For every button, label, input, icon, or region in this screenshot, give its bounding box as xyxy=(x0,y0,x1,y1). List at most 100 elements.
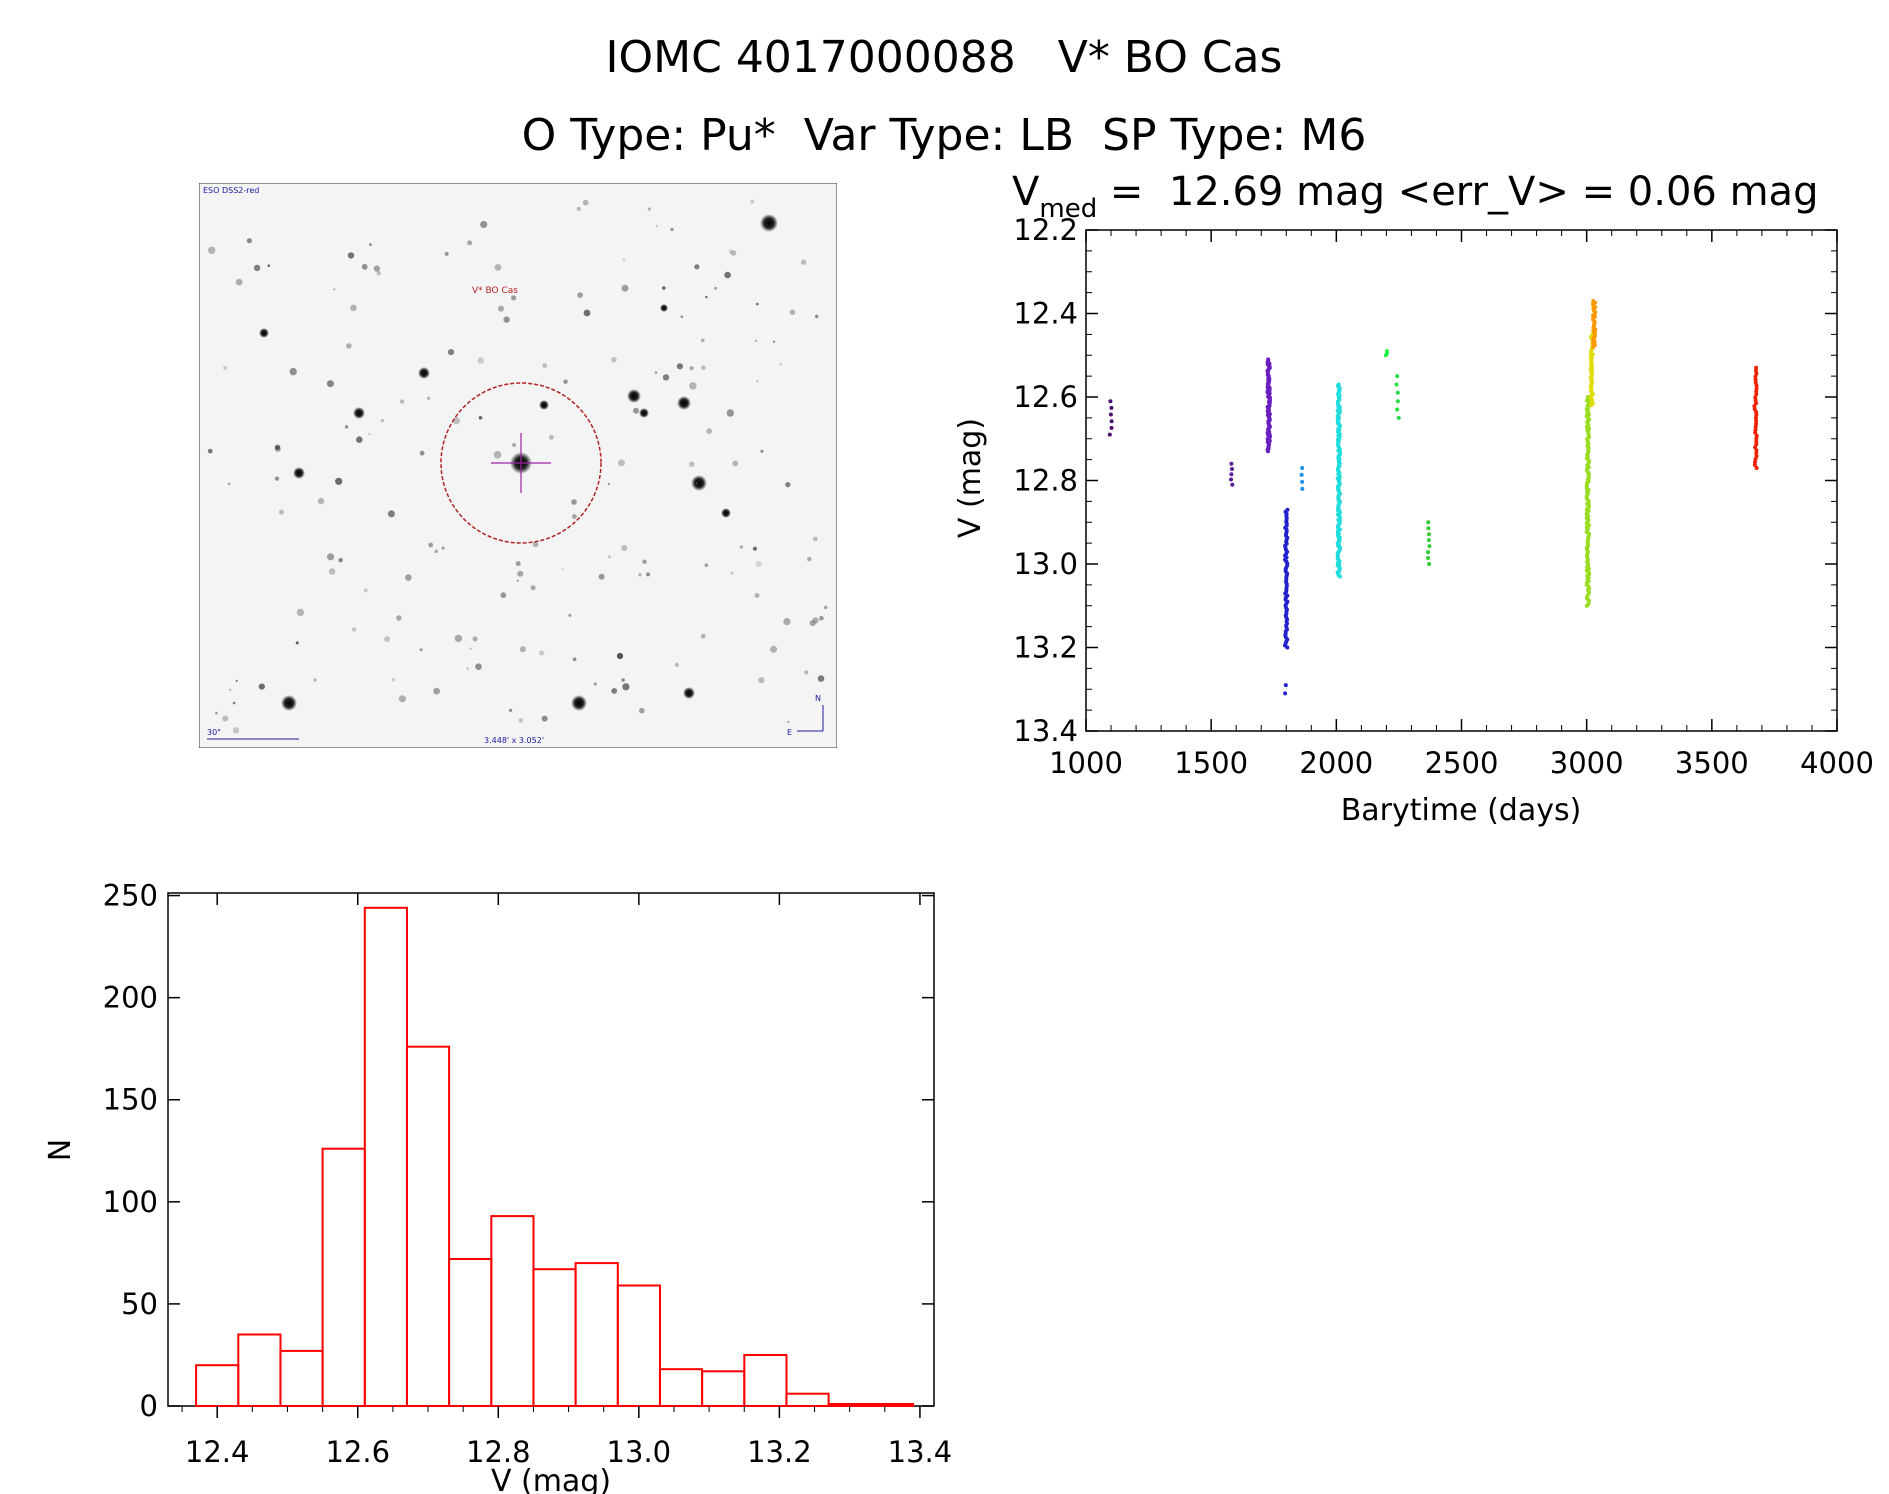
star xyxy=(208,246,216,254)
lc-data-point xyxy=(1336,385,1341,390)
star xyxy=(633,407,639,414)
lc-data-point xyxy=(1336,390,1341,395)
lc-data-point xyxy=(1587,459,1591,464)
hist-y-tick-label: 0 xyxy=(140,1389,158,1423)
lc-data-point xyxy=(1586,584,1591,589)
lc-data-point xyxy=(1337,451,1342,456)
lc-series-group xyxy=(1107,399,1114,437)
lc-data-point xyxy=(1586,588,1590,592)
lc-data-point xyxy=(1587,531,1591,536)
lc-data-point xyxy=(1266,426,1271,431)
lc-data-point xyxy=(1589,336,1594,340)
lc-data-point xyxy=(1396,415,1401,420)
star xyxy=(701,365,706,370)
hist-x-axis-label: V (mag) xyxy=(491,1464,611,1494)
star xyxy=(755,339,758,342)
lc-data-point xyxy=(1337,461,1342,466)
lc-data-point xyxy=(1284,585,1289,590)
star xyxy=(732,460,739,467)
lc-data-point xyxy=(1591,306,1596,311)
lc-data-point xyxy=(1284,639,1289,644)
lc-series-group xyxy=(1283,683,1288,696)
lc-series-group xyxy=(1383,349,1389,358)
lc-y-tick-label: 12.8 xyxy=(1013,464,1078,498)
compass-north: N xyxy=(815,694,821,703)
star xyxy=(646,572,650,577)
lc-data-point xyxy=(1266,405,1271,410)
lc-data-point xyxy=(1283,567,1288,572)
star xyxy=(598,573,605,580)
lc-data-point xyxy=(1585,440,1590,445)
lc-data-point xyxy=(1336,454,1341,459)
lc-data-point xyxy=(1589,359,1594,364)
lc-data-point xyxy=(1586,475,1591,480)
lc-data-point xyxy=(1585,451,1590,456)
lc-data-point xyxy=(1337,535,1342,540)
star xyxy=(662,286,666,290)
lc-data-point xyxy=(1585,559,1590,564)
lc-data-point xyxy=(1586,600,1591,605)
star xyxy=(478,416,483,420)
lc-data-point xyxy=(1283,557,1287,562)
star xyxy=(660,304,668,312)
lc-data-point xyxy=(1283,631,1288,636)
lc-data-point xyxy=(1285,563,1290,568)
star xyxy=(530,585,536,591)
star xyxy=(539,400,549,410)
lc-data-point xyxy=(1336,392,1340,397)
star xyxy=(347,252,355,259)
lc-data-point xyxy=(1591,341,1596,346)
lc-data-point xyxy=(1266,384,1271,389)
lc-data-point xyxy=(1284,619,1289,624)
lc-data-point xyxy=(1109,425,1114,430)
lc-data-point xyxy=(1586,535,1591,540)
lc-data-point xyxy=(1394,382,1399,387)
lc-data-point xyxy=(1589,356,1594,360)
star xyxy=(730,250,737,256)
star xyxy=(807,556,812,562)
star xyxy=(813,536,818,542)
lc-data-point xyxy=(1591,329,1596,334)
star xyxy=(611,356,617,363)
lc-data-point xyxy=(1336,534,1341,539)
lc-data-point xyxy=(1266,420,1271,425)
lc-data-point xyxy=(1265,372,1270,377)
lc-data-point xyxy=(1585,419,1590,424)
star xyxy=(758,677,765,684)
star xyxy=(706,428,712,434)
lc-data-point xyxy=(1585,437,1590,442)
star xyxy=(608,555,611,559)
lc-data-point xyxy=(1586,405,1591,410)
lc-data-point xyxy=(1266,378,1271,383)
lc-data-point xyxy=(1267,417,1272,422)
lc-data-point xyxy=(1588,376,1593,381)
lc-data-point xyxy=(1336,540,1341,544)
lc-data-point xyxy=(1584,582,1589,587)
lc-data-point xyxy=(1267,379,1272,384)
lc-y-tick-label: 13.0 xyxy=(1013,547,1078,581)
lc-data-point xyxy=(1283,683,1288,688)
lc-data-point xyxy=(1267,418,1272,423)
lc-data-point xyxy=(1336,439,1341,444)
star xyxy=(380,419,384,423)
lc-data-point xyxy=(1266,357,1271,362)
lc-data-point xyxy=(1587,598,1591,603)
hist-bar xyxy=(532,1268,577,1407)
lc-data-point xyxy=(1335,560,1340,565)
lc-data-point xyxy=(1383,353,1388,358)
lc-data-point xyxy=(1266,394,1271,399)
lc-data-point xyxy=(1586,537,1590,542)
lc-x-tick-label: 3000 xyxy=(1550,746,1624,780)
lc-series-group xyxy=(1394,374,1401,420)
lc-data-point xyxy=(1336,403,1341,408)
lc-data-point xyxy=(1267,437,1272,442)
lc-data-point xyxy=(1584,486,1589,491)
lc-data-point xyxy=(1266,421,1271,426)
lc-data-point xyxy=(1266,428,1271,433)
lc-data-point xyxy=(1229,477,1233,482)
star xyxy=(772,340,776,343)
lc-data-point xyxy=(1300,479,1305,484)
lc-data-point xyxy=(1586,461,1591,466)
star xyxy=(627,389,641,403)
star xyxy=(259,328,269,338)
